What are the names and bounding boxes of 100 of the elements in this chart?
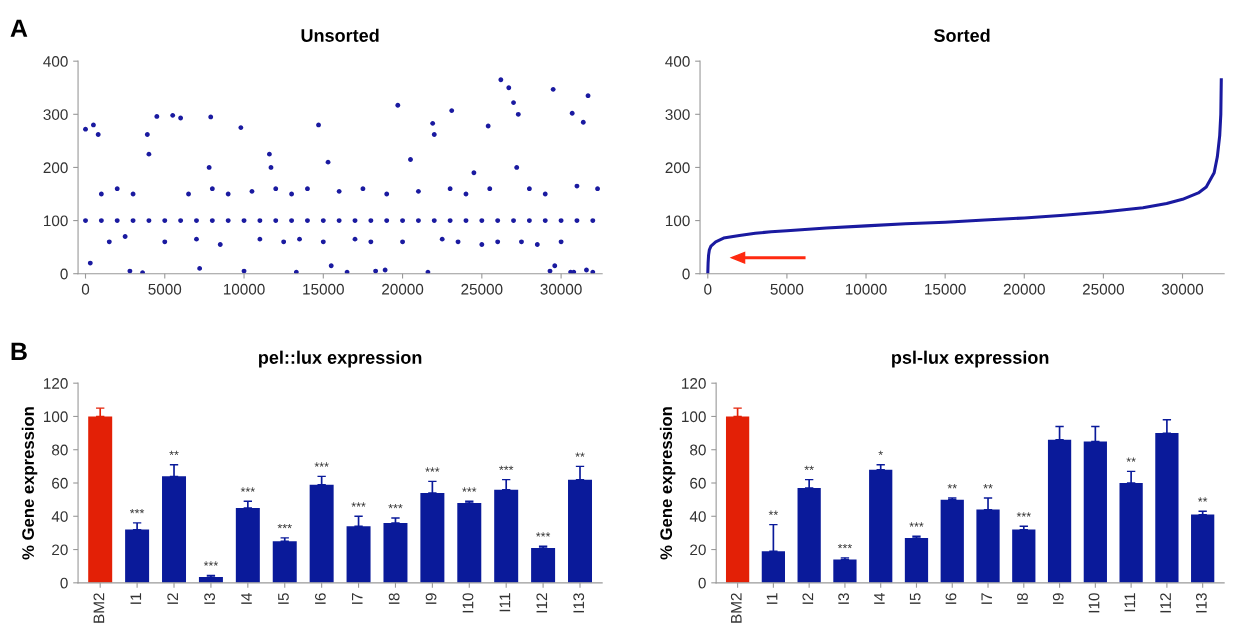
x-tick-label: BM2 [93, 593, 105, 623]
x-tick-label: 25000 [461, 283, 503, 295]
x-tick-label: I6 [314, 593, 326, 604]
x-tick-label: I1 [130, 593, 142, 604]
annotation: ** [768, 510, 779, 516]
annotation: *** [314, 462, 329, 467]
x-tick-label: I1 [766, 593, 778, 604]
chart-title: psl-lux expression [892, 350, 1049, 368]
x-tick-label: 30000 [1161, 283, 1204, 295]
x-tick-label: I3 [838, 593, 850, 604]
y-tick-label: 20 [690, 544, 706, 556]
y-tick-label: 120 [44, 378, 68, 389]
annotation: *** [909, 522, 924, 527]
y-tick-label: 200 [43, 162, 68, 174]
annotation: *** [240, 487, 255, 492]
chart-title: Unsorted [301, 28, 379, 42]
x-tick-label: I10 [462, 593, 474, 613]
x-tick-label: I6 [945, 593, 957, 604]
x-tick-label: I5 [278, 593, 289, 604]
y-tick-label: 0 [698, 577, 706, 589]
bar [272, 541, 297, 583]
bar [420, 492, 445, 583]
x-tick-label: 25000 [1082, 283, 1125, 295]
y-tick-label: 120 [682, 378, 706, 389]
y-tick-label: 100 [44, 411, 68, 423]
x-tick-label: I8 [388, 593, 400, 604]
y-axis-title: % Gene expression [21, 407, 38, 560]
y-axis-title: % Gene expression [659, 407, 676, 560]
annotation: ** [947, 484, 957, 489]
y-tick-label: 200 [665, 162, 690, 174]
y-tick-label: 40 [51, 511, 68, 522]
x-tick-label: I2 [802, 593, 814, 604]
x-tick-label: 20000 [382, 283, 424, 295]
x-tick-label: I3 [204, 593, 216, 604]
annotation: *** [837, 543, 853, 549]
bar [869, 469, 893, 583]
y-tick-label: 0 [60, 268, 68, 280]
annotation: ** [575, 452, 585, 457]
x-tick-label: I13 [573, 593, 585, 613]
bar [235, 507, 260, 583]
annotation: *** [499, 465, 514, 471]
annotation: *** [462, 487, 477, 492]
x-tick-label: I12 [536, 593, 548, 613]
annotation: ** [804, 465, 814, 471]
annotation: ** [1198, 497, 1208, 502]
bar [1119, 483, 1143, 583]
y-tick-label: 400 [43, 56, 68, 67]
y-tick-label: 100 [682, 411, 706, 423]
y-tick-label: 0 [682, 268, 690, 280]
x-tick-label: I5 [909, 593, 921, 604]
chart-title: pel::lux expression [259, 350, 422, 368]
annotation: *** [1016, 512, 1031, 517]
line-series [706, 78, 1223, 274]
y-tick-label: 40 [689, 511, 706, 522]
bar [1155, 433, 1179, 583]
x-tick-label: 5000 [148, 283, 182, 295]
text: B [11, 342, 27, 361]
y-tick-label: 100 [665, 215, 690, 227]
y-tick-label: 300 [665, 109, 690, 120]
x-tick-label: I8 [1017, 593, 1028, 604]
annotation: *** [203, 561, 219, 566]
y-tick-label: 60 [52, 477, 68, 489]
bar [383, 522, 408, 583]
annotation: *** [130, 508, 145, 514]
x-tick-label: I4 [874, 592, 885, 604]
annotation: *** [536, 532, 551, 537]
bar [940, 499, 964, 583]
x-tick-label: I2 [167, 593, 178, 604]
x-tick-label: 30000 [540, 283, 582, 295]
text: A [10, 19, 28, 37]
y-tick-label: 80 [52, 444, 68, 456]
bar [1012, 529, 1036, 583]
x-tick-label: 5000 [770, 283, 804, 295]
annotation: ** [983, 484, 993, 489]
y-tick-label: 60 [690, 477, 706, 489]
annotation: *** [277, 523, 292, 529]
annotation: * [878, 450, 883, 456]
y-tick-label: 0 [60, 577, 68, 589]
y-tick-label: 100 [44, 215, 68, 227]
bar [904, 537, 929, 583]
x-tick-label: I9 [1052, 593, 1064, 604]
bar [457, 502, 482, 583]
x-tick-label: I11 [1124, 593, 1136, 612]
bar [833, 559, 857, 583]
x-tick-label: I11 [499, 593, 511, 612]
bar [1191, 514, 1215, 583]
x-tick-label: I4 [241, 592, 252, 604]
y-tick-label: 80 [690, 444, 706, 456]
annotation: *** [388, 503, 403, 509]
x-tick-label: I9 [425, 593, 437, 604]
x-tick-label: 15000 [303, 283, 344, 295]
x-tick-label: 10000 [223, 283, 265, 295]
x-tick-label: BM2 [730, 593, 742, 623]
x-tick-label: I7 [352, 593, 363, 604]
y-tick-label: 300 [43, 109, 68, 120]
y-tick-label: 400 [665, 56, 690, 67]
y-tick-label: 20 [52, 544, 68, 556]
bar [797, 487, 821, 583]
annotation: *** [351, 502, 366, 507]
annotation: ** [169, 450, 179, 456]
